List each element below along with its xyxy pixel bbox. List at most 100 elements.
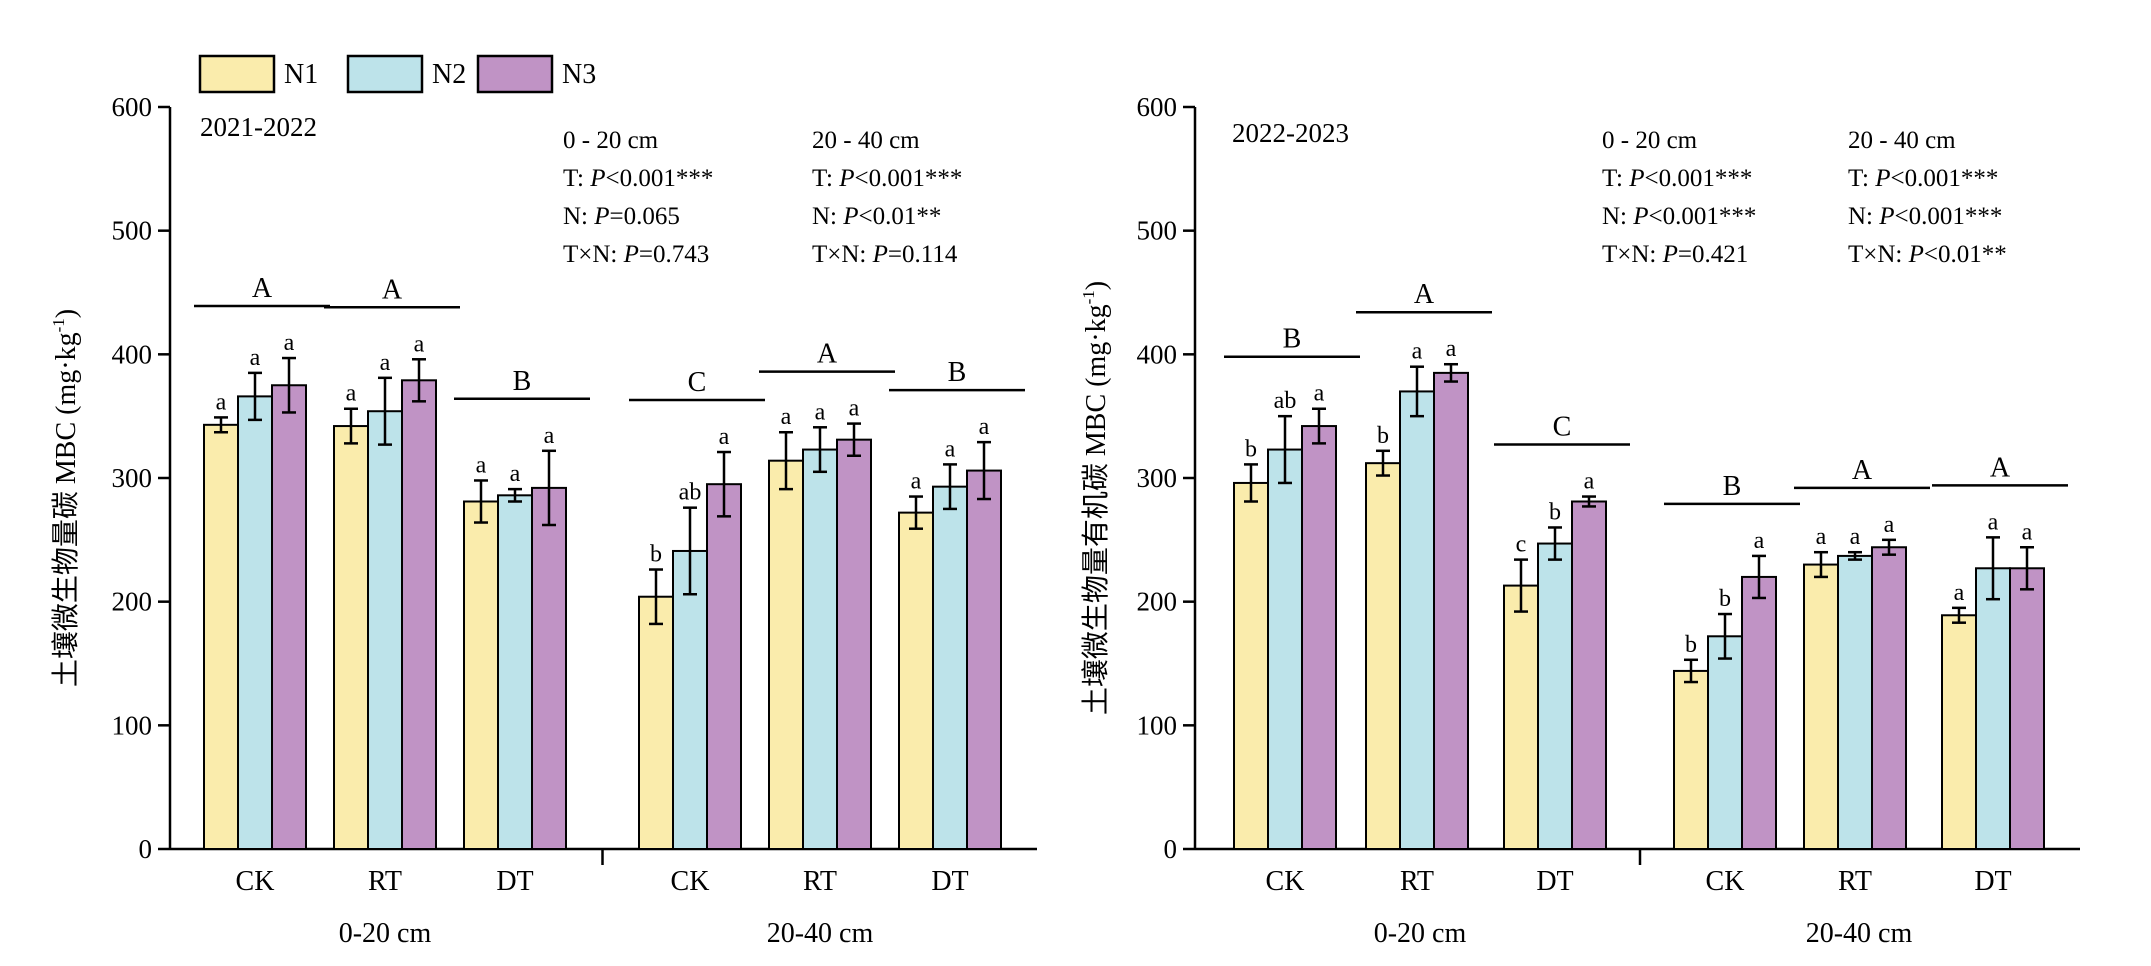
category-label-dt: DT xyxy=(1974,866,2011,897)
stats-term: T×N: xyxy=(563,241,624,268)
panel-2-y-tick-label: 0 xyxy=(1164,834,1178,864)
stats-value: =0.743 xyxy=(639,241,709,268)
significance-letter: a xyxy=(1850,524,1861,550)
bar-ck-n1 xyxy=(1233,481,1269,850)
stats-p-symbol: P xyxy=(593,203,609,230)
bar-rt-n2 xyxy=(1837,554,1873,850)
bar-dt-n1 xyxy=(1503,584,1539,851)
stats-value: <0.001*** xyxy=(1891,165,1999,192)
panel-2-y-axis-label-sup: -1 xyxy=(1079,290,1098,304)
stats-p-symbol: P xyxy=(589,165,605,192)
bar-rt-n3 xyxy=(1871,546,1907,851)
group-significance-letter: A xyxy=(1414,279,1435,310)
panel-1-y-axis-label-sup: -1 xyxy=(49,318,68,332)
bar-dt-n3 xyxy=(1571,500,1607,850)
significance-letter: b xyxy=(1685,632,1697,658)
stats-term: N: xyxy=(563,203,594,230)
significance-letter: a xyxy=(1584,469,1595,495)
group-significance-letter: A xyxy=(1852,455,1873,486)
panel-2-y-tick-label: 400 xyxy=(1137,339,1178,369)
panel-2-stats-line: N: P<0.001*** xyxy=(1602,203,1756,230)
group-significance-letter: C xyxy=(1553,412,1572,443)
bar-ck-n3 xyxy=(271,384,307,850)
depth-group-label: 20-40 cm xyxy=(1806,918,1913,949)
panel-1-stats-line: N: P=0.065 xyxy=(563,203,680,230)
panel-2-stats-line: T×N: P=0.421 xyxy=(1602,241,1748,268)
bar-rt-n2 xyxy=(802,448,838,850)
significance-letter: a xyxy=(544,423,555,449)
stats-value: <0.01** xyxy=(1924,241,2007,268)
bar-dt-n2 xyxy=(1975,567,2011,850)
bar-rt-n1 xyxy=(768,459,804,850)
bar-rt-n3 xyxy=(1433,371,1469,850)
group-significance-letter: A xyxy=(817,339,838,370)
legend-label-n2: N2 xyxy=(432,59,466,90)
panel-2-stats-line: T: P<0.001*** xyxy=(1848,165,1998,192)
significance-letter: a xyxy=(849,396,860,422)
panel-1-y-tick-label: 0 xyxy=(139,834,153,864)
stats-p-symbol: P xyxy=(1878,203,1894,230)
significance-letter: a xyxy=(1754,528,1765,554)
significance-letter: a xyxy=(1884,512,1895,538)
significance-letter: a xyxy=(216,389,227,415)
bar-ck-n2 xyxy=(672,549,708,850)
significance-letter: a xyxy=(815,399,826,425)
category-label-rt: RT xyxy=(1838,866,1872,897)
panel-2-y-tick-label: 300 xyxy=(1137,463,1178,493)
group-significance-letter: C xyxy=(688,367,707,398)
depth-group-label: 0-20 cm xyxy=(339,918,432,949)
significance-letter: a xyxy=(781,404,792,430)
stats-term: T×N: xyxy=(1602,241,1663,268)
bar-ck-n3 xyxy=(706,483,742,850)
stats-p-symbol: P xyxy=(1632,203,1648,230)
significance-letter: a xyxy=(1954,580,1965,606)
bar-dt-n2 xyxy=(932,485,968,850)
stats-term: T×N: xyxy=(812,241,873,268)
stats-term: T×N: xyxy=(1848,241,1909,268)
category-label-dt: DT xyxy=(496,866,533,897)
category-label-rt: RT xyxy=(803,866,837,897)
group-significance-letter: A xyxy=(1990,452,2011,483)
panel-1-y-tick-label: 400 xyxy=(112,339,153,369)
legend-swatch-n3 xyxy=(476,54,554,94)
panel-2-stats-line: T: P<0.001*** xyxy=(1602,165,1752,192)
stats-term: N: xyxy=(1848,203,1879,230)
significance-letter: ab xyxy=(679,480,702,506)
stats-p-symbol: P xyxy=(842,203,858,230)
panel-1-y-axis-label-main: 土壤微生物量碳 MBC (mg·kg xyxy=(50,332,82,687)
significance-letter: a xyxy=(380,350,391,376)
panel-2-y-tick-label: 500 xyxy=(1137,216,1178,246)
bar-dt-n3 xyxy=(966,469,1002,850)
bar-rt-n1 xyxy=(1365,462,1401,850)
panel-1-stats-header: 20 - 40 cm xyxy=(812,127,920,154)
panel-1-period-label: 2021-2022 xyxy=(200,112,317,142)
panel-1-y-tick-label: 100 xyxy=(112,710,153,740)
panel-1-stats-line: T: P<0.001*** xyxy=(812,165,962,192)
significance-letter: a xyxy=(510,461,521,487)
bar-rt-n1 xyxy=(333,425,369,850)
stats-value: <0.01** xyxy=(859,203,942,230)
stats-value: =0.114 xyxy=(888,241,958,268)
bar-dt-n3 xyxy=(531,486,567,850)
bar-ck-n3 xyxy=(1301,425,1337,850)
category-label-ck: CK xyxy=(1266,866,1305,897)
stats-value: <0.001*** xyxy=(1895,203,2003,230)
panel-2-y-tick-label: 600 xyxy=(1137,92,1178,122)
stats-p-symbol: P xyxy=(1662,241,1678,268)
significance-letter: ab xyxy=(1274,388,1297,414)
category-label-ck: CK xyxy=(236,866,275,897)
bar-ck-n1 xyxy=(1673,669,1709,850)
significance-letter: a xyxy=(1412,339,1423,365)
panel-2-stats-line: N: P<0.001*** xyxy=(1848,203,2002,230)
stats-term: T: xyxy=(1602,165,1629,192)
significance-letter: a xyxy=(1314,381,1325,407)
significance-letter: a xyxy=(284,330,295,356)
bar-ck-n1 xyxy=(203,423,239,850)
panel-1-y-tick-label: 600 xyxy=(112,92,153,122)
category-label-dt: DT xyxy=(931,866,968,897)
significance-letter: b xyxy=(1377,423,1389,449)
stats-term: N: xyxy=(812,203,843,230)
bar-rt-n2 xyxy=(1399,390,1435,850)
bar-rt-n2 xyxy=(367,410,403,850)
